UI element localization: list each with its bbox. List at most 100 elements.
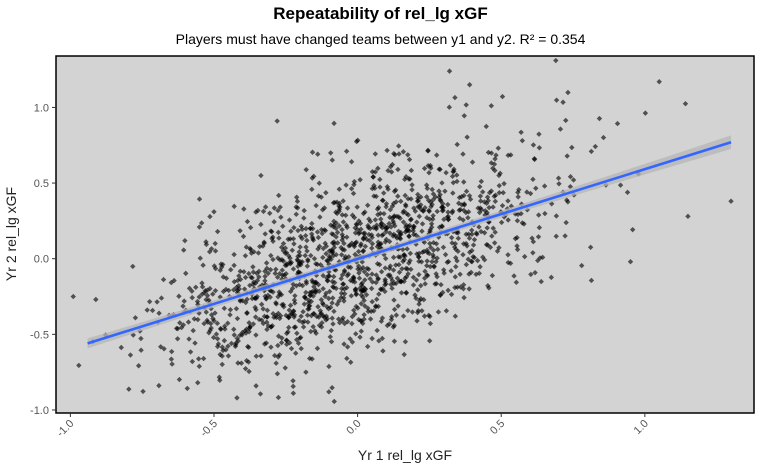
data-point (326, 389, 332, 395)
data-point (556, 181, 562, 187)
data-point (514, 243, 520, 249)
data-point (248, 250, 255, 256)
data-point (130, 263, 136, 270)
data-point (334, 229, 341, 236)
data-point (234, 335, 240, 342)
data-point (383, 201, 390, 207)
data-point (331, 308, 337, 315)
data-point (334, 210, 340, 217)
data-point (366, 231, 372, 238)
data-point (521, 221, 527, 227)
data-point (569, 144, 575, 151)
data-point (344, 272, 351, 279)
data-point (298, 223, 305, 230)
data-point (275, 342, 281, 349)
data-point (479, 189, 486, 195)
data-point (321, 205, 328, 211)
data-point (421, 165, 428, 172)
data-point (379, 335, 385, 342)
data-point (308, 328, 314, 335)
data-point (415, 287, 421, 293)
data-point (247, 282, 253, 289)
data-point (273, 266, 279, 273)
data-point (567, 174, 574, 180)
data-point (272, 270, 278, 277)
data-point (377, 286, 384, 292)
data-point (327, 150, 334, 156)
data-point (363, 292, 370, 298)
data-point (253, 209, 259, 215)
data-point (455, 235, 462, 242)
data-point (375, 211, 381, 218)
data-point (176, 376, 183, 383)
data-point (322, 240, 328, 247)
data-point (344, 224, 350, 231)
data-point (184, 385, 190, 392)
data-point (310, 288, 316, 295)
data-point (656, 79, 662, 85)
data-point (349, 339, 356, 345)
data-point (448, 234, 455, 241)
data-point (278, 214, 284, 220)
data-point (514, 234, 520, 241)
data-point (365, 202, 371, 209)
data-point (262, 231, 268, 237)
data-point (421, 275, 428, 281)
data-point (449, 209, 455, 216)
data-point (471, 236, 478, 243)
data-point (177, 320, 183, 326)
data-point (372, 151, 379, 157)
data-point (728, 198, 734, 204)
data-point (482, 212, 488, 218)
data-point (377, 176, 383, 183)
data-point (303, 166, 309, 173)
data-point (538, 278, 544, 285)
data-point (309, 149, 316, 155)
data-point (298, 313, 304, 320)
data-point (481, 257, 488, 263)
data-point (317, 214, 323, 220)
data-point (278, 339, 285, 346)
data-point (378, 269, 385, 275)
data-point (627, 259, 634, 265)
data-point (279, 257, 285, 263)
data-point (368, 285, 375, 292)
data-point (434, 208, 440, 215)
data-point (296, 281, 303, 288)
data-point (375, 303, 382, 310)
data-point (406, 156, 413, 163)
data-point (339, 285, 345, 292)
data-point (515, 189, 521, 196)
data-point (445, 216, 451, 223)
data-point (391, 338, 398, 344)
data-point (440, 244, 447, 250)
data-point (233, 305, 240, 312)
data-point (323, 290, 329, 296)
data-point (415, 191, 421, 198)
data-point (300, 324, 307, 330)
regression-layer (87, 135, 732, 349)
data-point (477, 198, 484, 204)
data-point (360, 247, 367, 254)
data-point (389, 314, 395, 320)
data-point (371, 308, 377, 314)
data-point (469, 159, 476, 165)
data-point (424, 194, 430, 200)
data-point (330, 253, 336, 259)
data-point (400, 149, 407, 155)
data-point (237, 228, 243, 234)
data-point (176, 293, 182, 299)
data-point (445, 209, 451, 215)
data-point (468, 269, 474, 276)
data-point (269, 323, 276, 329)
data-point (422, 281, 428, 287)
data-point (450, 179, 457, 186)
data-point (337, 204, 343, 210)
data-point (457, 271, 463, 277)
data-point (344, 234, 350, 240)
x-axis-label: Yr 1 rel_lg xGF (358, 447, 452, 463)
data-point (398, 198, 404, 205)
data-point (219, 361, 225, 368)
y-tick-label: 0.5 (34, 178, 49, 190)
data-point (426, 338, 433, 344)
